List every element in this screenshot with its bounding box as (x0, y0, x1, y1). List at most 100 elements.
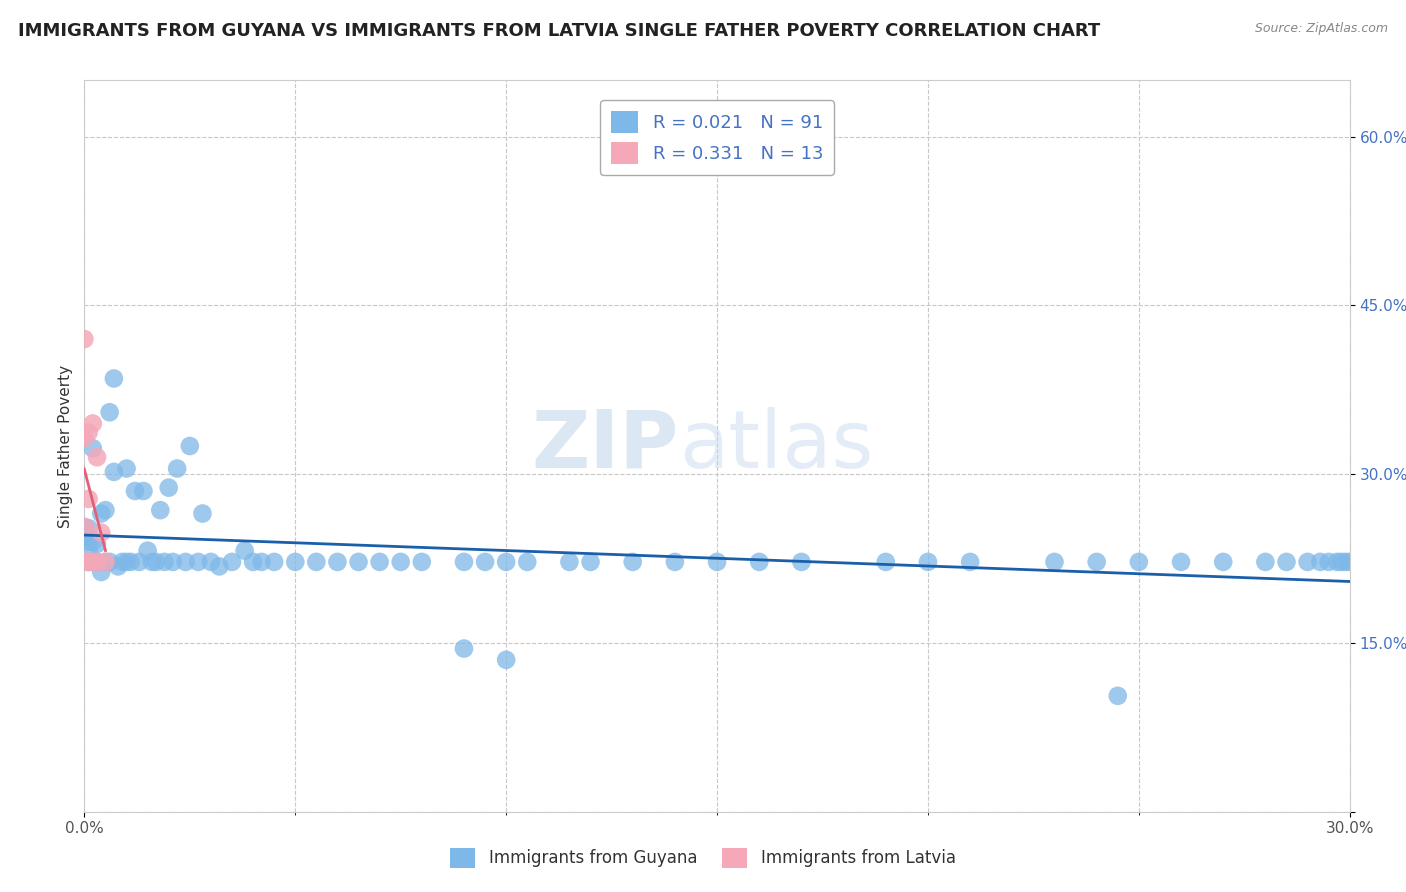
Point (200, 555, 222, 569)
Point (86, 555, 108, 569)
Point (103, 371, 125, 385)
Point (145, 555, 167, 569)
Point (77, 555, 100, 569)
Point (77, 425, 100, 440)
Point (94, 503, 117, 517)
Point (326, 555, 349, 569)
Point (221, 555, 243, 569)
Point (1043, 555, 1066, 569)
Point (917, 555, 939, 569)
Point (474, 555, 496, 569)
Point (82, 555, 104, 569)
Text: IMMIGRANTS FROM GUYANA VS IMMIGRANTS FROM LATVIA SINGLE FATHER POVERTY CORRELATI: IMMIGRANTS FROM GUYANA VS IMMIGRANTS FRO… (18, 22, 1101, 40)
Point (98, 405, 121, 419)
Point (77, 555, 100, 569)
Point (1085, 555, 1108, 569)
Point (347, 555, 370, 569)
Point (453, 641, 475, 656)
Point (389, 555, 412, 569)
Point (1334, 555, 1357, 569)
Point (179, 439, 201, 453)
Point (664, 555, 686, 569)
Point (94, 555, 117, 569)
Point (73, 524, 96, 538)
Point (86, 537, 108, 551)
Point (187, 555, 209, 569)
Point (73, 531, 96, 545)
Point (73, 555, 96, 569)
Point (120, 555, 142, 569)
Point (453, 555, 475, 569)
Legend: Immigrants from Guyana, Immigrants from Latvia: Immigrants from Guyana, Immigrants from … (444, 841, 962, 875)
Point (94, 555, 117, 569)
Point (73, 520, 96, 534)
Point (73, 520, 96, 534)
Point (1254, 555, 1277, 569)
Point (153, 555, 176, 569)
Point (233, 543, 256, 558)
Point (73, 525, 96, 540)
Point (115, 461, 138, 475)
Point (103, 465, 125, 479)
Point (174, 555, 197, 569)
Point (516, 555, 538, 569)
Point (495, 653, 517, 667)
Point (1339, 555, 1361, 569)
Point (1317, 555, 1340, 569)
Text: atlas: atlas (679, 407, 873, 485)
Point (82, 555, 104, 569)
Point (1330, 555, 1353, 569)
Point (706, 555, 728, 569)
Point (558, 555, 581, 569)
Point (90, 565, 112, 579)
Point (111, 555, 134, 569)
Point (242, 555, 264, 569)
Point (77, 534, 100, 549)
Point (136, 543, 159, 558)
Point (1296, 555, 1319, 569)
Point (124, 483, 146, 498)
Point (128, 555, 150, 569)
Text: ZIP: ZIP (531, 407, 679, 485)
Point (86, 555, 108, 569)
Point (86, 450, 108, 465)
Point (82, 417, 104, 431)
Point (790, 555, 813, 569)
Point (82, 534, 104, 549)
Point (305, 555, 328, 569)
Point (875, 555, 897, 569)
Point (166, 461, 188, 475)
Point (73, 431, 96, 445)
Point (1326, 555, 1348, 569)
Point (1170, 555, 1192, 569)
Point (162, 555, 184, 569)
Point (411, 555, 433, 569)
Point (77, 521, 100, 535)
Point (107, 559, 129, 574)
Legend: R = 0.021   N = 91, R = 0.331   N = 13: R = 0.021 N = 91, R = 0.331 N = 13 (600, 100, 834, 175)
Point (90, 525, 112, 540)
Point (208, 559, 231, 574)
Point (77, 543, 100, 558)
Point (621, 555, 644, 569)
Point (748, 555, 770, 569)
Point (115, 555, 138, 569)
Y-axis label: Single Father Poverty: Single Father Poverty (58, 365, 73, 527)
Point (149, 503, 172, 517)
Point (284, 555, 307, 569)
Point (495, 555, 517, 569)
Point (1128, 555, 1150, 569)
Point (1275, 555, 1298, 569)
Point (141, 555, 163, 569)
Point (368, 555, 391, 569)
Point (132, 483, 155, 498)
Point (73, 332, 96, 346)
Point (250, 555, 273, 569)
Point (191, 507, 214, 521)
Point (77, 491, 100, 506)
Point (82, 442, 104, 456)
Point (1309, 555, 1331, 569)
Point (77, 529, 100, 543)
Point (157, 481, 180, 495)
Point (90, 507, 112, 521)
